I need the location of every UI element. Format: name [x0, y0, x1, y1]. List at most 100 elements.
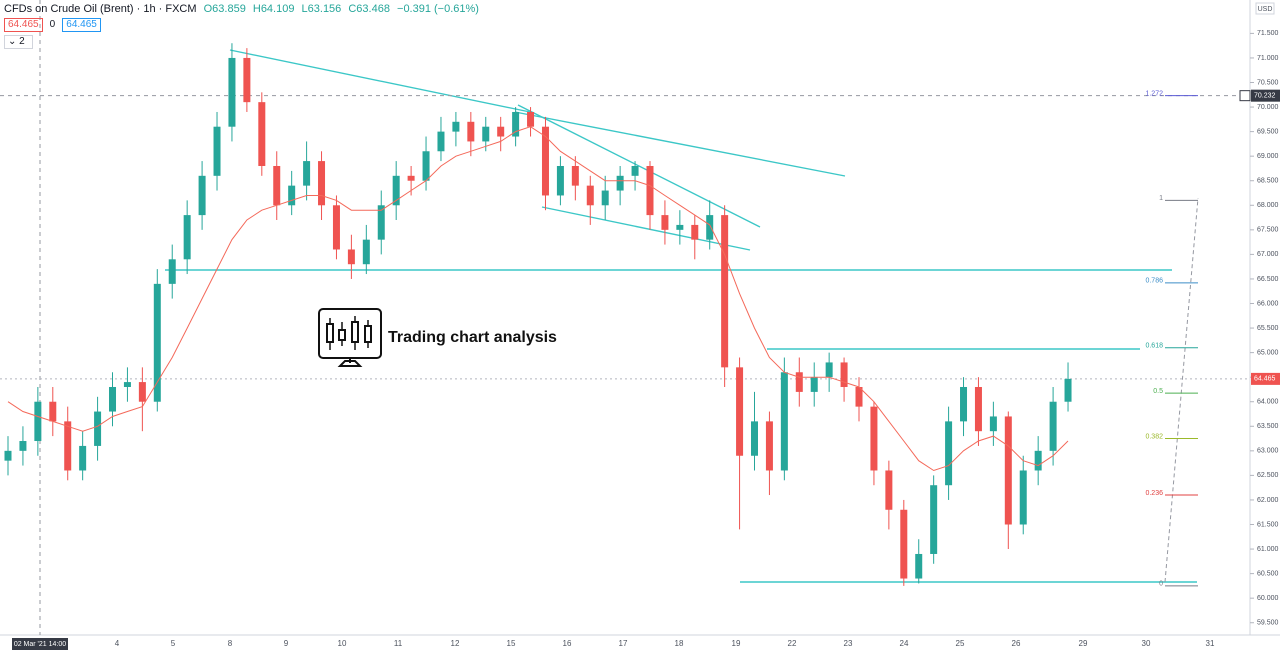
currency: USD: [1258, 6, 1273, 13]
candle-body: [407, 175, 415, 181]
candle-body: [945, 421, 953, 486]
candle-body: [721, 215, 729, 368]
candle-body: [94, 411, 102, 446]
x-tick-label: 19: [732, 639, 741, 648]
x-tick-label: 8: [228, 639, 233, 648]
legend-header: CFDs on Crude Oil (Brent) · 1h · FXCM O6…: [4, 3, 483, 49]
candle-body: [258, 102, 266, 166]
x-tick-label: 29: [1079, 639, 1088, 648]
y-tick-label: 71.500: [1257, 30, 1279, 37]
candle-body: [347, 249, 355, 265]
candle-body: [1064, 378, 1072, 402]
fib-label: 0.236: [1145, 490, 1163, 497]
quote-row: 64.465 0 64.465: [4, 18, 483, 32]
candle-body: [303, 161, 311, 186]
candle-body: [855, 386, 863, 407]
ohlc-low: L63.156: [301, 3, 342, 15]
candle-body: [64, 421, 72, 471]
trend-lines: [165, 49, 1197, 583]
candle-body: [586, 185, 594, 206]
fib-label: 0: [1159, 581, 1163, 588]
candle-body: [183, 215, 191, 260]
y-tick-label: 65.000: [1257, 349, 1279, 356]
x-tick-label: 17: [619, 639, 628, 648]
candle-body: [422, 151, 430, 181]
candle-body: [1049, 401, 1057, 451]
ohlc-close: C63.468: [348, 3, 390, 15]
candle-body: [556, 165, 564, 196]
x-tick-label: 30: [1142, 639, 1151, 648]
y-tick-label: 70.500: [1257, 79, 1279, 86]
trend-line: [517, 104, 761, 228]
candle-body: [213, 126, 221, 176]
currency-box: [1255, 2, 1275, 15]
candle-body: [825, 362, 833, 378]
fib-label: 0.618: [1145, 343, 1163, 350]
y-tick-label: 62.500: [1257, 472, 1279, 479]
crosshair-marker: [1239, 90, 1251, 102]
candle-body: [960, 386, 968, 422]
candle-body: [885, 470, 893, 510]
candle-body: [736, 367, 744, 456]
fib-label: 0.786: [1145, 278, 1163, 285]
y-tick-label: 69.500: [1257, 128, 1279, 135]
fib-label: 1: [1159, 195, 1163, 202]
crosshair-price-box: [1251, 89, 1280, 102]
candle-body: [19, 441, 27, 451]
candle-body: [974, 386, 982, 432]
candle-body: [840, 362, 848, 387]
fib-label: 0.382: [1145, 433, 1163, 440]
candle-body: [228, 57, 236, 127]
x-tick-label: 02 Mar '21 14:00: [14, 641, 66, 648]
candle-body: [706, 215, 714, 240]
y-tick-label: 69.000: [1257, 153, 1279, 160]
candle-body: [989, 416, 997, 432]
candle-body: [541, 126, 549, 196]
candle-body: [138, 382, 146, 402]
candle-body: [482, 126, 490, 142]
moving-average: [7, 126, 1069, 472]
candle-body: [273, 165, 281, 206]
y-tick-label: 71.000: [1257, 55, 1279, 62]
y-tick-label: 62.000: [1257, 497, 1279, 504]
candle-body: [930, 485, 938, 554]
bid[interactable]: 64.465: [4, 18, 43, 32]
candle-body: [153, 283, 161, 402]
spread: 0: [49, 19, 56, 30]
candle-body: [780, 372, 788, 471]
candle-body: [616, 175, 624, 191]
icon-candle: [326, 323, 334, 343]
trend-line: [541, 206, 751, 251]
trend-line: [229, 49, 531, 113]
icon-candle: [364, 325, 372, 343]
trend-line: [514, 111, 846, 177]
candle-body: [4, 450, 12, 461]
last-price-label: 64.465: [1254, 376, 1276, 383]
candle-body: [646, 165, 654, 216]
crosshair-price-label: 70.232: [1254, 93, 1276, 100]
candle-body: [497, 126, 505, 137]
x-tick-label: 26: [1012, 639, 1021, 648]
change: −0.391 (−0.61%): [397, 3, 479, 15]
fib-label: 1.272: [1145, 91, 1163, 98]
candle-body: [915, 553, 923, 579]
fib-label: 0.5: [1153, 388, 1163, 395]
x-tick-label: 10: [338, 639, 347, 648]
fib-trend: [1164, 197, 1199, 583]
candle-body: [795, 372, 803, 392]
icon-candle: [338, 329, 346, 341]
indicator-row: ⌄ 2: [4, 35, 483, 49]
candle-body: [1019, 470, 1027, 525]
watermark-icon: [318, 308, 382, 367]
candle-body: [318, 161, 326, 206]
candle-body: [198, 175, 206, 216]
y-tick-label: 60.500: [1257, 570, 1279, 577]
y-tick-label: 67.500: [1257, 227, 1279, 234]
y-tick-label: 63.000: [1257, 448, 1279, 455]
y-tick-label: 61.000: [1257, 546, 1279, 553]
x-tick-label: 16: [563, 639, 572, 648]
ask[interactable]: 64.465: [62, 18, 101, 32]
indicator-toggle[interactable]: ⌄ 2: [4, 35, 33, 49]
